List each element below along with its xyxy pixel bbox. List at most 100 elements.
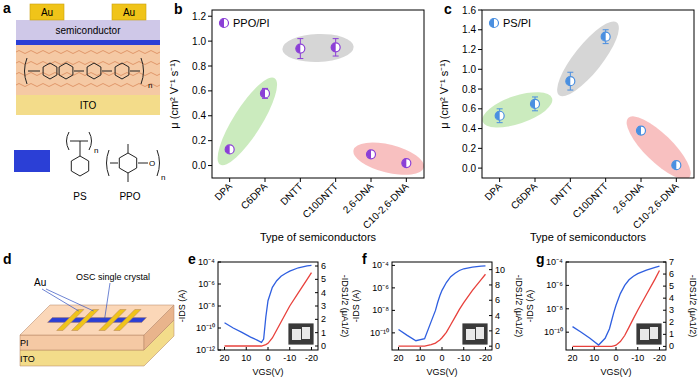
group-marks <box>495 30 681 170</box>
point <box>331 43 340 52</box>
point-half <box>261 89 266 98</box>
point <box>225 145 234 154</box>
y-tick-label: 10⁻⁴ <box>198 257 215 267</box>
series-line <box>399 266 486 341</box>
x-tick <box>676 178 677 182</box>
y2-tick <box>663 322 666 323</box>
y-tick-label: 10⁻¹⁰ <box>370 328 389 338</box>
legend-label: PPO/PI <box>233 17 270 29</box>
panel-g: g20100-10-2010⁻¹⁰10⁻⁸10⁻⁶10⁻⁴01234567-ID… <box>525 251 698 377</box>
electrode-label: Au <box>41 7 53 18</box>
y-tick <box>478 49 482 50</box>
x-tick-label: -20 <box>653 353 666 363</box>
y-tick <box>208 66 212 67</box>
x-tick-label: 20 <box>568 353 578 363</box>
y-axis-title: μ (cm² V⁻¹ s⁻¹) <box>438 59 450 128</box>
bracket <box>141 58 144 84</box>
dielectric-layer <box>16 40 160 45</box>
y-tick-label: 1.4 <box>462 24 476 35</box>
y-tick <box>208 41 212 42</box>
x-tick-label: 20 <box>220 353 230 363</box>
group-ellipses <box>482 14 694 178</box>
x-tick-label: 10 <box>415 353 425 363</box>
x-tick <box>246 347 247 350</box>
point <box>367 150 376 159</box>
y-tick <box>478 29 482 30</box>
y2-tick <box>489 269 492 270</box>
leader-line <box>46 289 94 311</box>
error-cap <box>497 122 503 123</box>
x-axis-title: Type of semiconductors <box>530 231 647 243</box>
x-tick-label: C10-2,6-DNA <box>361 180 411 230</box>
x-tick <box>641 178 642 182</box>
y2-tick-label: 4 <box>669 293 674 303</box>
y-tick-label: 1.2 <box>462 44 476 55</box>
point <box>402 159 411 168</box>
y-tick-label: 10⁻⁶ <box>372 283 389 293</box>
x-tick-label: -10 <box>631 353 644 363</box>
bracket <box>67 132 70 150</box>
x-tick <box>371 178 372 182</box>
inset-electrode <box>292 329 301 340</box>
x-tick-label: 0 <box>265 353 270 363</box>
x-tick <box>616 347 617 350</box>
series-line <box>573 270 660 346</box>
layer-label: semiconductor <box>55 25 121 36</box>
y-tick-label: 0.6 <box>192 85 206 96</box>
inset-photo <box>462 323 488 345</box>
point-half <box>296 44 301 53</box>
y2-tick-label: 6 <box>321 261 326 271</box>
y-tick-label: 10⁻⁸ <box>372 305 389 315</box>
x-tick <box>224 347 225 350</box>
y2-tick <box>315 266 318 267</box>
ito-layer <box>16 95 160 115</box>
series-line <box>399 274 486 346</box>
error-cap <box>603 29 609 30</box>
y-tick <box>208 140 212 141</box>
y-tick-label: 10⁻¹⁰ <box>196 323 215 333</box>
inset-electrode <box>302 327 310 339</box>
y2-tick-label: 0 <box>495 341 500 351</box>
atom: O <box>149 159 155 168</box>
point-half <box>220 19 225 28</box>
bond <box>80 141 81 156</box>
point-half <box>331 43 336 52</box>
point <box>296 44 305 53</box>
point-half <box>601 32 605 41</box>
y2-tick <box>663 334 666 335</box>
repeat-label: n <box>94 146 98 155</box>
inset-electrode <box>466 329 475 340</box>
x-tick-label: C10DNTT <box>570 181 610 221</box>
group-ellipse <box>548 14 628 104</box>
inset-photo <box>636 323 662 345</box>
y-tick-label: 0.0 <box>192 160 206 171</box>
y-tick <box>478 69 482 70</box>
point-half <box>225 145 230 154</box>
pi-chain <box>16 62 160 65</box>
point-half <box>672 161 677 170</box>
legend-swatch <box>14 150 50 172</box>
y2-tick <box>315 346 318 347</box>
x-axis-title: VGS(V) <box>426 367 457 377</box>
x-tick-label: 2,6-DNA <box>611 180 646 215</box>
electrode <box>30 4 64 20</box>
y-tick <box>218 262 221 263</box>
y2-tick-label: 2 <box>495 326 500 336</box>
y-tick-label: 10⁻⁶ <box>198 279 215 289</box>
y2-tick <box>663 310 666 311</box>
point <box>531 99 540 108</box>
panel-letter: g <box>536 251 545 267</box>
x-tick-label: -10 <box>283 353 296 363</box>
bracket <box>89 132 92 150</box>
point-half <box>490 19 495 28</box>
y2-tick-label: 3 <box>669 305 674 315</box>
group-ellipse <box>618 108 694 178</box>
repeat-label: n <box>161 173 165 182</box>
y-tick-label: 10⁻⁸ <box>198 301 215 311</box>
y-tick-label: 0.8 <box>192 61 206 72</box>
y2-tick <box>315 306 318 307</box>
bond <box>110 163 118 164</box>
y-tick-label: 0.6 <box>462 103 476 114</box>
y2-tick-label: 3 <box>321 301 326 311</box>
pi-chain <box>16 84 160 87</box>
